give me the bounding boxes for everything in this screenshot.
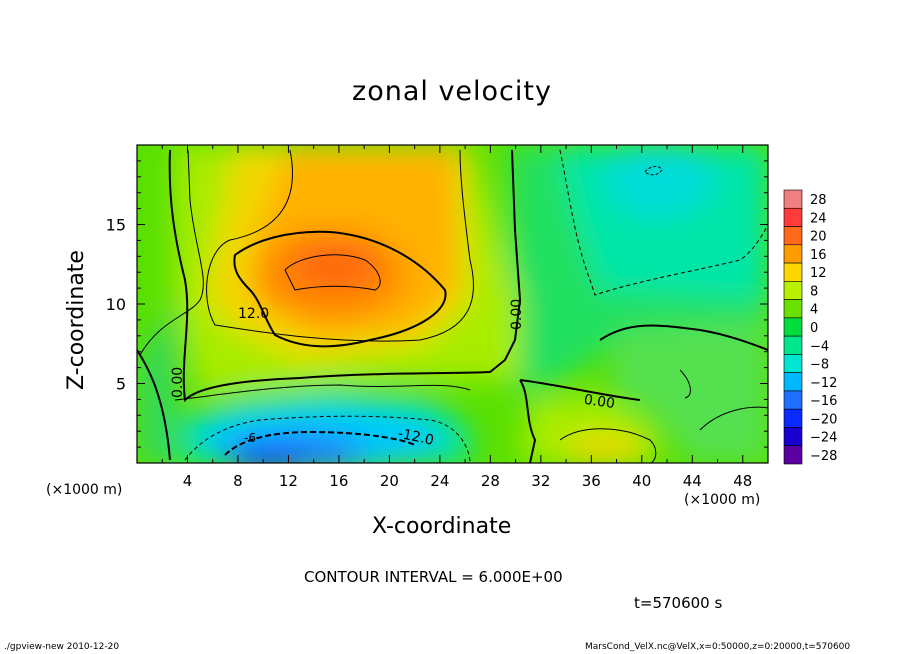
x-tick-label: 40 [632,472,651,490]
colorbar-label: 12 [810,266,827,281]
colorbar-swatch [783,445,803,465]
colorbar-label: −8 [810,358,829,373]
colorbar-swatch [783,262,803,282]
x-tick-label: 32 [531,472,550,490]
y-tick-label: 15 [106,216,126,235]
colorbar-swatch [783,189,803,209]
colorbar-label: −12 [810,376,837,391]
x-tick-label: 20 [380,472,399,490]
contour-interval: CONTOUR INTERVAL = 6.000E+00 [304,568,563,586]
footer-left: ./gpview-new 2010-12-20 [4,642,120,652]
y-axis: 5 10 15 [106,160,768,448]
contour-label-minus6: -6 [244,431,256,445]
velocity-field: 12.0 0.00 0.00 0.00 -12.0 -6 [137,145,768,463]
chart-title: zonal velocity [352,76,552,107]
colorbar-label: 0 [810,321,818,336]
contour-label-0-a: 0.00 [509,299,525,330]
x-unit-label-left: (×1000 m) [46,482,123,498]
colorbar-label: −4 [810,339,829,354]
x-axis-label: X-coordinate [372,514,512,539]
y-tick-label: 10 [106,295,126,314]
colorbar-label: −28 [810,449,837,464]
y-tick-label: 5 [116,375,126,394]
colorbar-swatch [783,207,803,227]
x-tick-label: 48 [733,472,752,490]
x-tick-label: 8 [233,472,243,490]
colorbar-label: 8 [810,284,818,299]
colorbar-swatch [783,226,803,246]
colorbar-swatch [783,427,803,447]
colorbar-swatch [783,317,803,337]
colorbar-swatch [783,281,803,300]
x-tick-label: 16 [329,472,348,490]
colorbar-label: −20 [810,412,837,427]
colorbar-label: 16 [810,248,827,263]
x-tick-label: 4 [183,472,193,490]
time-label: t=570600 s [634,594,723,612]
colorbar-swatch [783,299,803,319]
colorbar-label: −24 [810,431,837,446]
y-axis-label: Z-coordinate [64,250,89,390]
colorbar-swatch [783,390,803,410]
x-tick-label: 44 [683,472,702,490]
footer-right: MarsCond_VelX.nc@VelX,x=0:50000,z=0:2000… [585,642,851,652]
colorbar-label: 28 [810,193,827,208]
colorbar-swatch [783,372,803,392]
x-tick-label: 28 [481,472,500,490]
colorbar-label: 20 [810,230,827,245]
x-unit-label-right: (×1000 m) [684,492,761,508]
x-tick-label: 36 [582,472,601,490]
contour-label-0-b: 0.00 [583,392,616,412]
x-tick-label: 24 [430,472,449,490]
contour-label-12: 12.0 [238,306,269,322]
colorbar-swatch [783,244,803,264]
colorbar-swatch [783,408,803,428]
colorbar-label: 24 [810,211,827,226]
colorbar-label: −16 [810,394,837,409]
colorbar-swatch [783,335,803,355]
colorbar-swatch [783,354,803,373]
colorbar: 28 24 20 16 12 8 4 0 −4 −8 −12 −16 −20 −24 −28 [783,189,837,465]
x-tick-label: 12 [279,472,298,490]
colorbar-label: 4 [810,303,818,318]
contour-label-minus12: -12.0 [396,426,435,449]
x-axis: 4 8 12 16 20 24 28 32 36 40 44 48 [161,145,769,490]
contour-label-0-c: 0.00 [170,367,186,398]
